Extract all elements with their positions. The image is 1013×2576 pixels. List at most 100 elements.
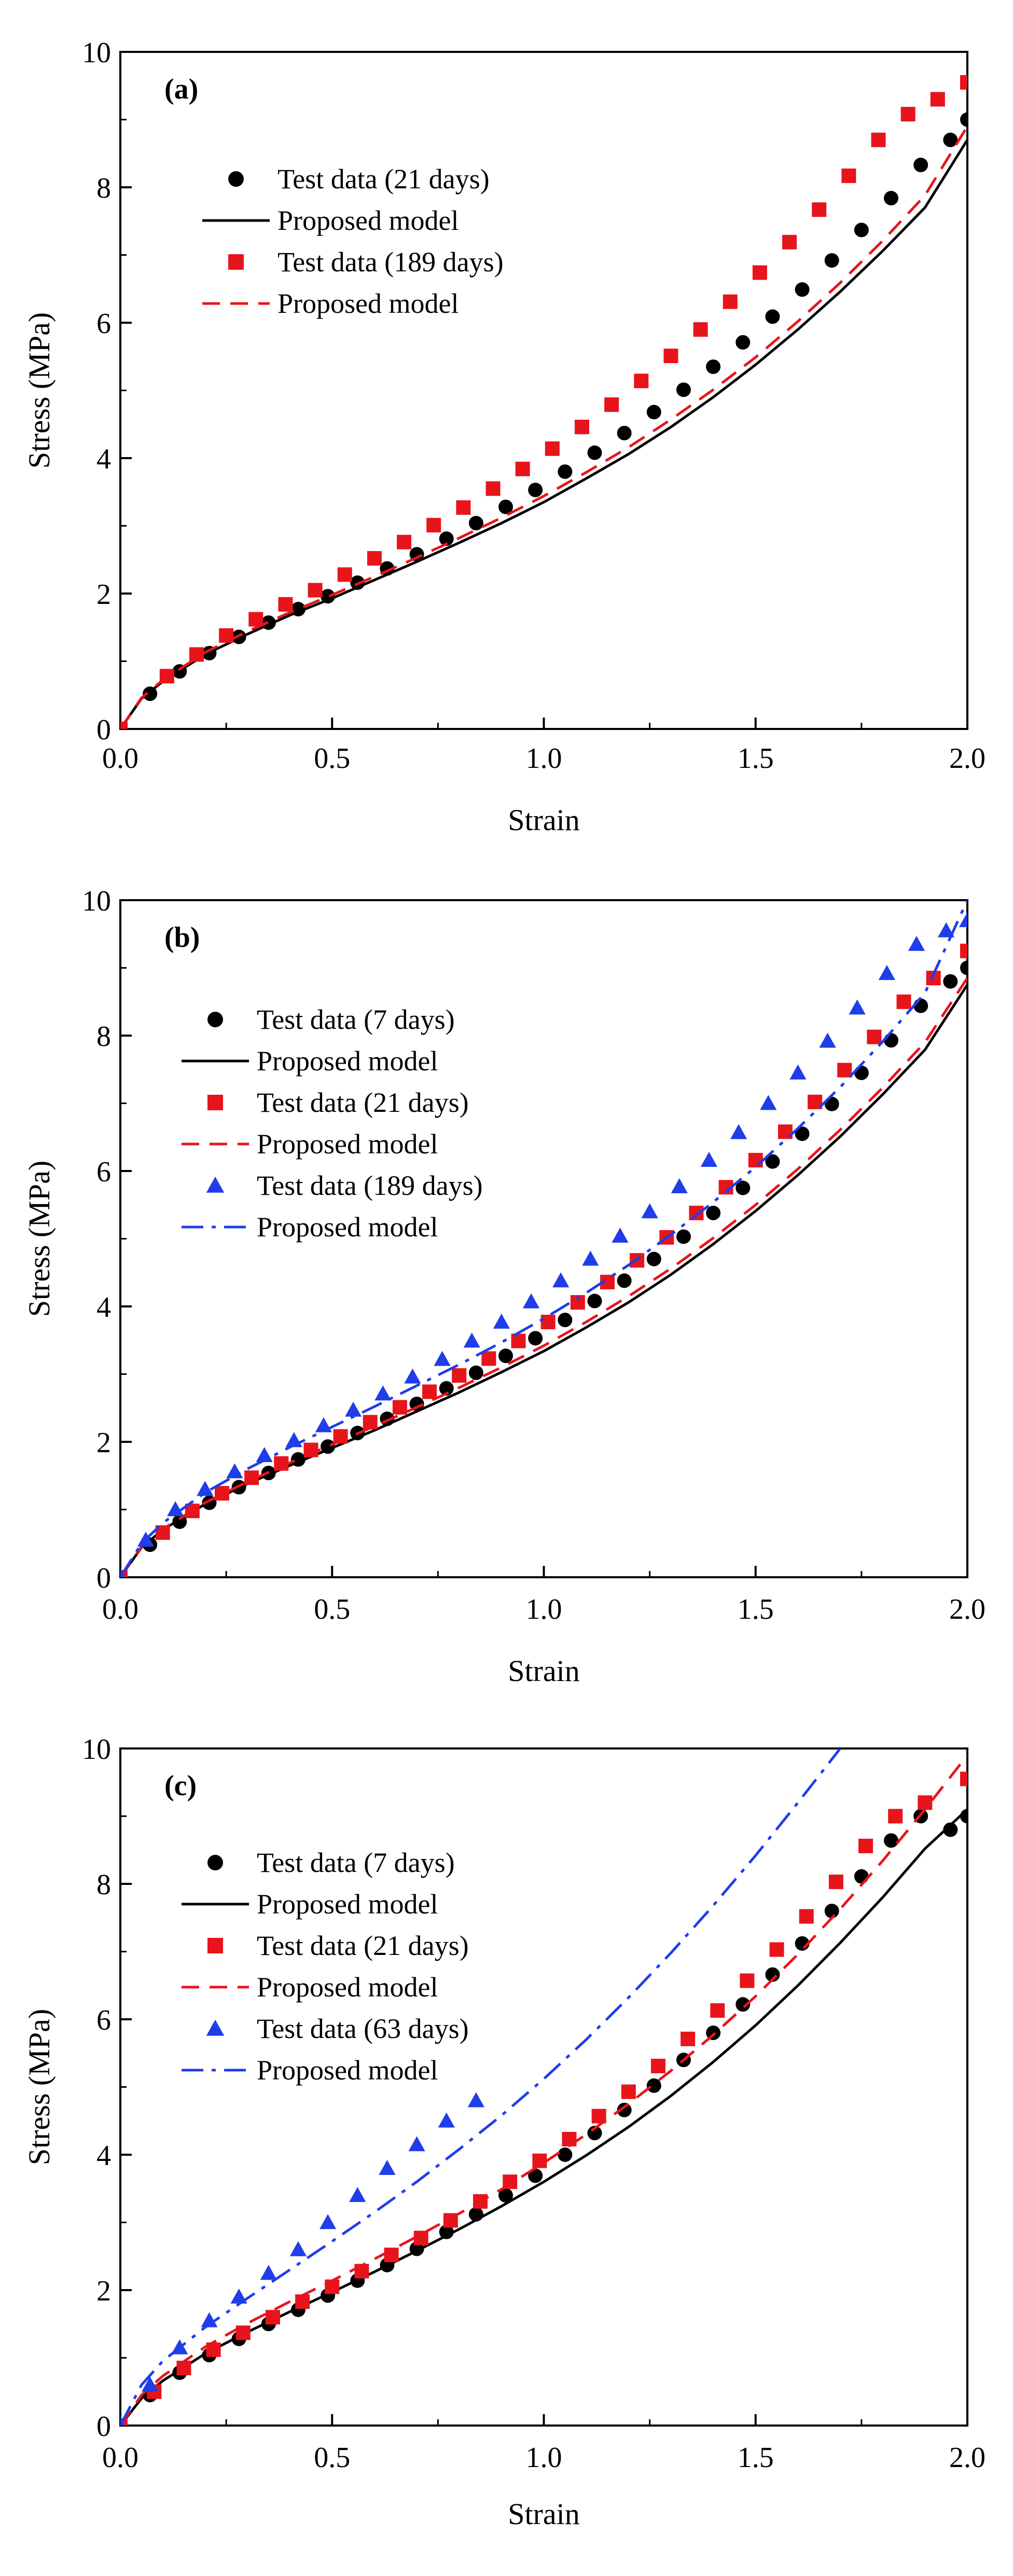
data-point [740, 1973, 755, 1988]
data-point [888, 1809, 903, 1824]
data-point [545, 441, 560, 456]
data-point [617, 425, 632, 440]
data-area [120, 75, 967, 729]
y-tick-label: 10 [82, 885, 111, 917]
y-tick-label: 6 [96, 308, 111, 340]
x-tick-label: 2.0 [949, 742, 986, 775]
data-point [828, 1875, 843, 1890]
data-point [379, 2160, 396, 2175]
data-point [142, 2376, 159, 2392]
data-point [337, 567, 352, 582]
data-point [552, 1272, 570, 1288]
model-line [120, 1808, 967, 2426]
data-point [723, 294, 738, 309]
legend-label: Test data (21 days) [257, 1087, 469, 1118]
data-point [884, 1033, 899, 1048]
data-point [769, 1942, 784, 1957]
data-point [795, 1126, 810, 1141]
legend-label: Proposed model [257, 1972, 438, 2003]
legend-label: Proposed model [257, 1128, 438, 1160]
data-point [319, 2214, 337, 2229]
data-point [498, 1348, 514, 1363]
data-point [736, 335, 751, 350]
data-point [858, 1838, 873, 1853]
model-line [120, 900, 967, 1577]
legend: Test data (7 days) Proposed model Test dat… [182, 1004, 483, 1243]
plot-frame [119, 1747, 968, 2427]
y-tick-label: 0 [96, 2410, 111, 2443]
legend-label: Test data (7 days) [257, 1004, 455, 1035]
data-point [558, 464, 573, 479]
data-point [896, 994, 911, 1009]
data-point [452, 1368, 467, 1383]
data-point [256, 1447, 273, 1462]
data-point [349, 2187, 366, 2202]
data-point [884, 190, 899, 205]
data-point [900, 107, 915, 122]
data-point [736, 1997, 751, 2012]
data-point [960, 960, 967, 975]
data-point [854, 1065, 869, 1080]
y-tick-label: 0 [96, 1562, 111, 1594]
data-point [799, 1909, 814, 1924]
x-tick-label: 2.0 [949, 1593, 986, 1626]
data-point [289, 2241, 307, 2256]
data-point [918, 1795, 933, 1810]
data-point [849, 999, 866, 1015]
data-point [558, 1313, 573, 1328]
legend-marker [228, 254, 244, 270]
legend-label: Test data (21 days) [277, 163, 490, 195]
data-point [960, 75, 967, 90]
data-point [214, 1486, 229, 1501]
y-tick-label: 8 [96, 172, 111, 204]
legend-label: Proposed model [277, 205, 459, 236]
legend-marker [207, 1012, 223, 1027]
data-point [634, 374, 649, 389]
plot-frame [119, 51, 968, 730]
data-point [824, 1904, 839, 1919]
data-point [540, 1315, 556, 1330]
data-point [854, 1869, 869, 1884]
legend: Test data (21 days) Proposed model Test da… [202, 163, 504, 319]
y-tick-label: 10 [82, 37, 111, 69]
data-point [384, 2248, 399, 2263]
y-tick-label: 4 [96, 443, 111, 475]
data-point [938, 922, 955, 938]
legend-label: Test data (7 days) [257, 1847, 455, 1878]
x-tick-label: 1.0 [526, 1593, 562, 1626]
y-tick-label: 8 [96, 1021, 111, 1053]
model-line [120, 1754, 967, 2426]
data-point [308, 583, 323, 598]
x-tick-label: 0.5 [314, 742, 350, 775]
data-point [197, 1481, 214, 1496]
data-point [752, 265, 767, 280]
chart-panel: 0.0 0.5 1.0 1.5 2.0 0 2 4 6 8 10 Strain Stress (MPa)… [22, 1733, 986, 2531]
data-point [438, 2112, 455, 2128]
data-point [176, 2361, 191, 2376]
data-point [878, 965, 895, 980]
data-point [562, 2131, 577, 2146]
data-point [481, 1351, 496, 1366]
x-tick-label: 0.5 [314, 1593, 350, 1626]
data-point [676, 1229, 691, 1244]
data-point [841, 168, 856, 183]
data-area [120, 900, 967, 1577]
data-point [693, 322, 708, 337]
data-point [467, 2092, 484, 2107]
data-area [120, 1748, 967, 2426]
x-tick-label: 1.0 [526, 742, 562, 775]
data-point [663, 348, 678, 363]
y-tick-label: 4 [96, 1291, 111, 1324]
legend-marker [207, 1938, 223, 1953]
data-point [408, 2136, 425, 2152]
data-point [582, 1250, 599, 1266]
data-point [789, 1064, 807, 1080]
data-point [511, 1333, 526, 1348]
x-tick-label: 2.0 [949, 2442, 986, 2474]
data-point [434, 1351, 451, 1366]
data-point [960, 943, 967, 958]
legend-marker [206, 2019, 225, 2036]
data-point [908, 935, 925, 951]
y-tick-label: 6 [96, 1156, 111, 1188]
